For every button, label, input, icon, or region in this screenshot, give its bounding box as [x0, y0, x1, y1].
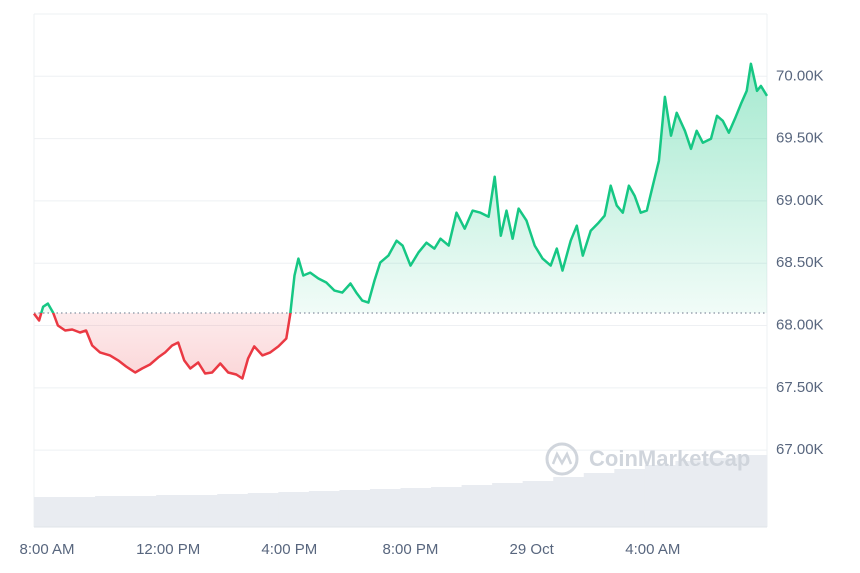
x-tick-label: 4:00 PM	[261, 541, 317, 558]
volume-bar	[553, 477, 585, 527]
volume-bar	[736, 455, 768, 527]
volume-bar	[522, 481, 554, 527]
volume-bar	[217, 494, 249, 527]
x-tick-label: 8:00 AM	[20, 541, 75, 558]
volume-bar	[461, 485, 493, 527]
volume-bar	[247, 493, 279, 527]
y-tick-label: 68.00K	[776, 316, 824, 333]
y-tick-label: 69.50K	[776, 130, 824, 147]
volume-bar	[125, 496, 157, 527]
price-line	[32, 62, 769, 380]
y-tick-label: 68.50K	[776, 254, 824, 271]
price-area	[34, 63, 767, 379]
volume-bar	[156, 495, 188, 527]
x-tick-label: 29 Oct	[510, 541, 555, 558]
y-tick-label: 67.00K	[776, 441, 824, 458]
watermark-logo	[545, 442, 579, 476]
x-tick-label: 8:00 PM	[383, 541, 439, 558]
watermark-logo-mark	[551, 451, 573, 466]
volume-bar	[431, 487, 463, 527]
y-tick-label: 67.50K	[776, 379, 824, 396]
volume-bar	[369, 489, 401, 527]
volume-bar	[400, 488, 432, 527]
volume-bar	[64, 497, 96, 527]
volume-bar	[278, 492, 310, 527]
volume-bar	[34, 497, 66, 527]
volume-bar	[186, 495, 218, 527]
volume-bar	[583, 473, 615, 527]
y-tick-label: 70.00K	[776, 67, 824, 84]
x-tick-label: 4:00 AM	[625, 541, 680, 558]
watermark: CoinMarketCap	[545, 442, 750, 476]
volume-bar	[675, 461, 707, 527]
watermark-text: CoinMarketCap	[589, 446, 750, 471]
volume-bar	[614, 469, 646, 527]
volume-bar	[95, 496, 127, 527]
volume-bar	[705, 458, 737, 527]
volume-bar	[644, 465, 676, 527]
volume-bar	[492, 483, 524, 527]
volume-bar	[339, 490, 371, 527]
volume-bar	[308, 491, 340, 527]
x-tick-label: 12:00 PM	[136, 541, 200, 558]
y-tick-label: 69.00K	[776, 192, 824, 209]
